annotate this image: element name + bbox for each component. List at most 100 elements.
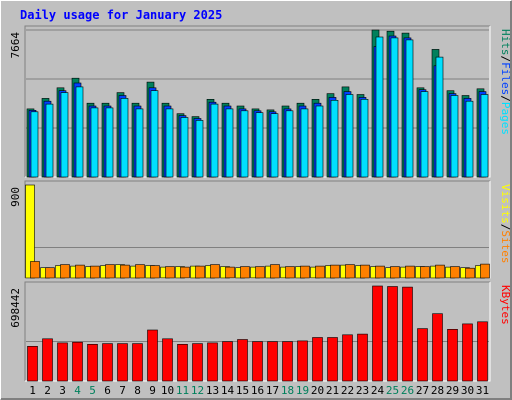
- bar-sites-day-28: [435, 264, 445, 279]
- series-visits: [25, 184, 485, 279]
- legend-entry: Pages: [499, 102, 512, 135]
- bar-pages-day-3: [60, 92, 69, 178]
- day-label: 6: [104, 384, 111, 397]
- day-label: 17: [266, 384, 279, 397]
- bar-sites-day-4: [75, 264, 85, 279]
- bar-pages-day-26: [405, 39, 414, 178]
- bar-pages-day-16: [255, 112, 264, 178]
- bar-pages-day-18: [285, 110, 294, 178]
- bar-kbytes-day-12: [192, 343, 203, 382]
- bar-kbytes-day-25: [387, 286, 398, 382]
- day-label: 8: [134, 384, 141, 397]
- y-max-label: 7664: [9, 32, 22, 59]
- chart-title: Daily usage for January 2025: [20, 8, 222, 22]
- bar-sites-day-14: [225, 266, 235, 279]
- bar-pages-day-1: [30, 111, 39, 178]
- legend-entry: Hits: [499, 29, 512, 56]
- bar-kbytes-day-3: [57, 342, 68, 382]
- bar-kbytes-day-6: [102, 343, 113, 382]
- bar-pages-day-9: [150, 90, 159, 178]
- bar-kbytes-day-27: [417, 328, 428, 382]
- bar-kbytes-day-24: [372, 285, 383, 382]
- bar-kbytes-day-2: [42, 338, 53, 382]
- bar-sites-day-10: [165, 266, 175, 279]
- legend-entry: /: [499, 95, 512, 102]
- bar-sites-day-20: [315, 265, 325, 279]
- day-label: 7: [119, 384, 126, 397]
- bar-kbytes-day-11: [177, 343, 188, 382]
- bar-sites-day-11: [180, 266, 190, 279]
- bar-pages-day-23: [360, 99, 369, 178]
- bar-pages-day-28: [435, 56, 444, 178]
- bar-kbytes-day-31: [477, 321, 488, 382]
- bar-pages-day-8: [135, 108, 144, 178]
- day-label: 18: [281, 384, 294, 397]
- day-label: 9: [149, 384, 156, 397]
- bar-kbytes-day-8: [132, 343, 143, 382]
- bar-kbytes-day-10: [162, 338, 173, 382]
- bar-sites-day-23: [360, 264, 370, 279]
- bar-kbytes-day-18: [282, 341, 293, 382]
- bar-sites-day-3: [60, 264, 70, 279]
- day-label: 4: [74, 384, 81, 397]
- bar-sites-day-13: [210, 264, 220, 279]
- bar-pages-day-20: [315, 105, 324, 178]
- bar-visits-day-1: [25, 184, 35, 279]
- bar-kbytes-day-22: [342, 334, 353, 382]
- legend-entry: Visits: [499, 184, 512, 224]
- bar-pages-day-21: [330, 100, 339, 178]
- day-label: 22: [341, 384, 354, 397]
- bar-kbytes-day-13: [207, 342, 218, 382]
- bar-kbytes-day-16: [252, 341, 263, 382]
- panel-bevel-dark: [24, 281, 490, 381]
- bar-pages-day-12: [195, 120, 204, 178]
- right-axis-label: KBytes: [499, 285, 512, 325]
- bar-pages-day-13: [210, 103, 219, 178]
- series-sites: [30, 261, 490, 279]
- bar-sites-day-7: [120, 264, 130, 279]
- day-label: 31: [476, 384, 489, 397]
- bar-sites-day-24: [375, 265, 385, 279]
- panel-bevel-dark: [24, 25, 490, 177]
- day-label: 19: [296, 384, 309, 397]
- bar-kbytes-day-1: [27, 345, 38, 382]
- bar-pages-day-7: [120, 98, 129, 178]
- bar-kbytes-day-7: [117, 343, 128, 382]
- right-axis-label: Hits/Files/Pages: [499, 29, 512, 135]
- bar-sites-day-30: [465, 267, 475, 279]
- day-label: 27: [416, 384, 429, 397]
- bar-pages-day-11: [180, 117, 189, 178]
- day-label: 14: [221, 384, 235, 397]
- bar-pages-day-2: [45, 103, 54, 178]
- day-label: 11: [176, 384, 189, 397]
- day-label: 26: [401, 384, 414, 397]
- y-max-label: 900: [9, 187, 22, 207]
- bar-pages-day-4: [75, 86, 84, 178]
- bar-kbytes-day-29: [447, 328, 458, 382]
- day-label: 5: [89, 384, 96, 397]
- y-max-label: 698442: [9, 288, 22, 328]
- bar-pages-day-17: [270, 113, 279, 178]
- top-panel: 7664 Hits/Files/Pages: [9, 25, 512, 178]
- bar-kbytes-day-19: [297, 340, 308, 382]
- bar-pages-day-10: [165, 108, 174, 178]
- bar-kbytes-day-5: [87, 343, 98, 382]
- bar-kbytes-day-15: [237, 339, 248, 382]
- bar-sites-day-12: [195, 265, 205, 279]
- day-label: 20: [311, 384, 324, 397]
- bar-kbytes-day-21: [327, 337, 338, 382]
- bar-kbytes-day-30: [462, 323, 473, 382]
- day-label: 15: [236, 384, 249, 397]
- bar-pages-day-29: [450, 95, 459, 178]
- bar-sites-day-31: [480, 263, 490, 279]
- bar-sites-day-5: [90, 265, 100, 279]
- bar-sites-day-1: [30, 261, 40, 279]
- bar-pages-day-30: [465, 100, 474, 178]
- day-label: 12: [191, 384, 204, 397]
- bar-pages-day-15: [240, 110, 249, 178]
- bar-kbytes-day-20: [312, 337, 323, 382]
- panel-bevel-dark: [24, 180, 490, 278]
- bar-pages-day-14: [225, 108, 234, 178]
- bar-sites-day-17: [270, 264, 280, 279]
